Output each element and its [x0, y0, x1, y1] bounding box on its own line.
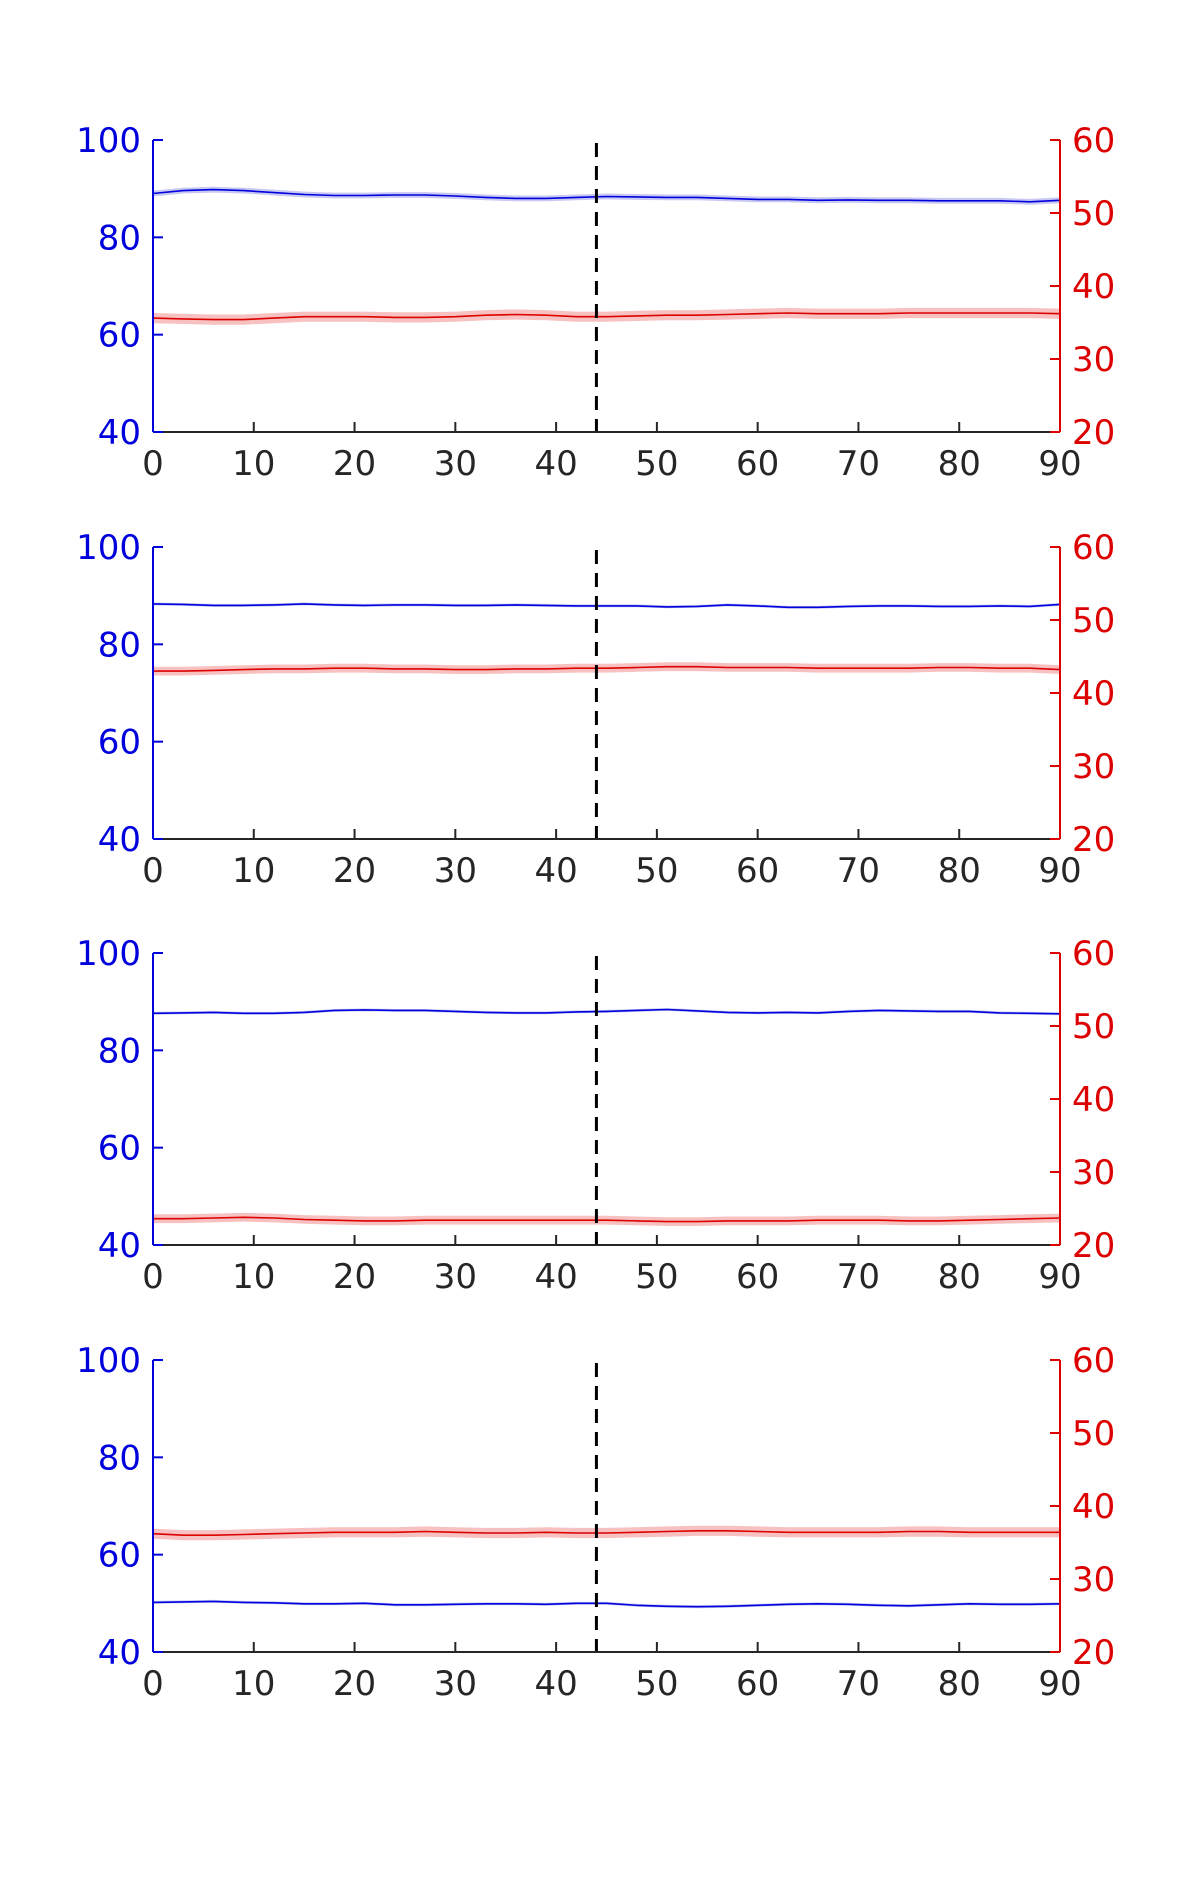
- y-tick-label-right: 30: [1072, 340, 1115, 380]
- y-tick-label-right: 20: [1072, 820, 1115, 860]
- x-tick-label: 10: [232, 444, 275, 484]
- x-tick-label: 70: [837, 1664, 880, 1704]
- y-tick-label-left: 40: [98, 413, 141, 453]
- y-tick-label-left: 80: [98, 218, 141, 258]
- y-tick-label-right: 30: [1072, 747, 1115, 787]
- x-tick-label: 90: [1038, 1664, 1081, 1704]
- y-tick-label-left: 100: [76, 528, 141, 568]
- x-tick-label: 0: [142, 851, 164, 891]
- y-tick-label-right: 40: [1072, 1080, 1115, 1120]
- x-tick-label: 40: [534, 1257, 577, 1297]
- x-tick-label: 50: [635, 851, 678, 891]
- series-line-blue: [152, 1600, 1061, 1608]
- x-tick-label: 70: [837, 1257, 880, 1297]
- x-tick-label: 80: [938, 444, 981, 484]
- x-tick-label: 80: [938, 1664, 981, 1704]
- y-tick-label-right: 50: [1072, 1007, 1115, 1047]
- y-tick-label-left: 40: [98, 1633, 141, 1673]
- x-tick-label: 80: [938, 851, 981, 891]
- y-tick-label-right: 30: [1072, 1153, 1115, 1193]
- y-tick-label-right: 40: [1072, 267, 1115, 307]
- series-line-blue: [152, 188, 1061, 203]
- y-tick-label-left: 60: [98, 723, 141, 763]
- y-tick-label-right: 20: [1072, 1633, 1115, 1673]
- y-tick-label-left: 80: [98, 1031, 141, 1071]
- y-tick-label-right: 50: [1072, 194, 1115, 234]
- x-tick-label: 70: [837, 444, 880, 484]
- x-tick-label: 30: [434, 444, 477, 484]
- x-tick-label: 20: [333, 1257, 376, 1297]
- x-tick-label: 10: [232, 1664, 275, 1704]
- x-tick-label: 20: [333, 851, 376, 891]
- chart-panel-4: 0 10 20 30 40 50 60 70 80 90 40 60 80 100 20 30 40 50 60: [76, 1341, 1115, 1704]
- x-tick-label: 0: [142, 1664, 164, 1704]
- x-tick-label: 10: [232, 1257, 275, 1297]
- x-tick-label: 30: [434, 851, 477, 891]
- x-tick-label: 60: [736, 1664, 779, 1704]
- series-line-red: [153, 1216, 1061, 1223]
- series-line-blue: [152, 603, 1061, 609]
- y-tick-label-left: 80: [98, 1438, 141, 1478]
- y-tick-label-left: 40: [98, 1226, 141, 1266]
- chart-panel-2: 0 10 20 30 40 50 60 70 80 90 40 60 80 100 20 30 40 50 60: [76, 528, 1115, 891]
- x-tick-label: 50: [635, 1257, 678, 1297]
- chart-panel-1: 0 10 20 30 40 50 60 70 80 90 40 60 80 100 20 30 40 50 60: [76, 121, 1115, 484]
- x-tick-label: 20: [333, 444, 376, 484]
- y-tick-label-right: 40: [1072, 674, 1115, 714]
- y-tick-label-right: 60: [1072, 528, 1115, 568]
- y-tick-label-left: 40: [98, 820, 141, 860]
- x-tick-label: 0: [142, 444, 164, 484]
- x-tick-label: 40: [534, 1664, 577, 1704]
- x-tick-label: 0: [142, 1257, 164, 1297]
- x-tick-label: 60: [736, 444, 779, 484]
- x-tick-label: 90: [1038, 851, 1081, 891]
- series-line-red: [152, 1530, 1060, 1536]
- y-tick-label-right: 60: [1072, 121, 1115, 161]
- y-tick-label-right: 60: [1072, 934, 1115, 974]
- x-tick-label: 30: [434, 1664, 477, 1704]
- x-tick-label: 50: [635, 444, 678, 484]
- y-tick-label-left: 100: [76, 1341, 141, 1381]
- y-tick-label-left: 80: [98, 625, 141, 665]
- y-tick-label-right: 50: [1072, 1414, 1115, 1454]
- y-tick-label-right: 20: [1072, 1226, 1115, 1266]
- x-tick-label: 90: [1038, 444, 1081, 484]
- chart-panel-3: 0 10 20 30 40 50 60 70 80 90 40 60 80 100 20 30 40 50 60: [76, 934, 1115, 1297]
- x-tick-label: 30: [434, 1257, 477, 1297]
- x-tick-label: 40: [534, 444, 577, 484]
- y-tick-label-left: 100: [76, 121, 141, 161]
- y-tick-label-left: 60: [98, 316, 141, 356]
- y-tick-label-left: 60: [98, 1129, 141, 1169]
- x-tick-label: 80: [938, 1257, 981, 1297]
- y-tick-label-right: 40: [1072, 1487, 1115, 1527]
- series-line-blue: [152, 1008, 1061, 1015]
- series-line-red: [153, 665, 1061, 672]
- y-tick-label-left: 60: [98, 1536, 141, 1576]
- x-tick-label: 60: [736, 851, 779, 891]
- y-tick-label-right: 30: [1072, 1560, 1115, 1600]
- x-tick-label: 70: [837, 851, 880, 891]
- x-tick-label: 90: [1038, 1257, 1081, 1297]
- x-tick-label: 20: [333, 1664, 376, 1704]
- y-tick-label-right: 50: [1072, 601, 1115, 641]
- x-tick-label: 60: [736, 1257, 779, 1297]
- series-line-red: [152, 312, 1061, 321]
- x-tick-label: 40: [534, 851, 577, 891]
- x-tick-label: 10: [232, 851, 275, 891]
- y-tick-label-right: 60: [1072, 1341, 1115, 1381]
- y-tick-label-left: 100: [76, 934, 141, 974]
- y-tick-label-right: 20: [1072, 413, 1115, 453]
- x-tick-label: 50: [635, 1664, 678, 1704]
